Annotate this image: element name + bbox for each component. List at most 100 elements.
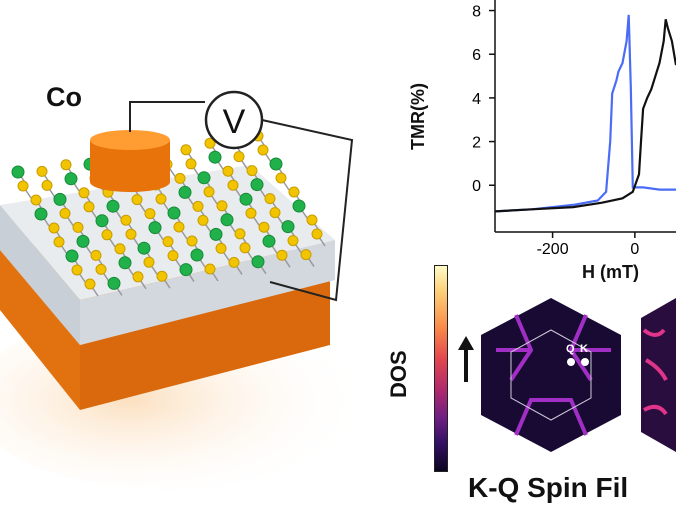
voltmeter: V — [204, 90, 264, 150]
chalcogen-atom — [287, 235, 299, 247]
chalcogen-atom — [204, 137, 216, 149]
chalcogen-atom — [41, 179, 53, 191]
tmr-ylabel: TMR(%) — [408, 83, 428, 150]
chalcogen-atom — [233, 151, 245, 163]
chalcogen-atom — [276, 249, 288, 261]
chalcogen-atom — [132, 271, 144, 283]
chalcogen-atom — [30, 194, 42, 206]
chalcogen-atom — [311, 228, 323, 240]
q-point — [567, 358, 575, 366]
chalcogen-atom — [90, 249, 102, 261]
y-tick-label: 6 — [472, 47, 481, 64]
co-electrode — [90, 130, 170, 192]
dos-colorbar — [434, 265, 448, 472]
chalcogen-atom — [84, 278, 96, 290]
bz-hexagon-left: Q K — [481, 298, 621, 452]
chalcogen-atom — [155, 193, 167, 205]
metal-atom — [34, 207, 48, 221]
chalcogen-atom — [239, 242, 251, 254]
chalcogen-atom — [162, 236, 174, 248]
chalcogen-atom — [228, 256, 240, 268]
chalcogen-atom — [53, 236, 65, 248]
metal-atom — [95, 214, 109, 228]
chalcogen-atom — [257, 144, 269, 156]
chalcogen-atom — [72, 221, 84, 233]
metal-atom — [137, 241, 151, 255]
y-tick-label: 4 — [472, 91, 481, 108]
chalcogen-atom — [156, 270, 168, 282]
y-tick-label: 8 — [472, 4, 481, 21]
circuit-wires — [129, 101, 354, 302]
chalcogen-atom — [269, 207, 281, 219]
chalcogen-atom — [197, 214, 209, 226]
chalcogen-atom — [180, 144, 192, 156]
tmr-curve-blue — [494, 14, 676, 213]
chalcogen-atom — [264, 193, 276, 205]
x-tick-label: -200 — [537, 241, 569, 258]
tmr-curve-black — [494, 19, 676, 213]
chalcogen-atom — [216, 200, 228, 212]
k-point — [581, 358, 589, 366]
chalcogen-atom — [288, 186, 300, 198]
chalcogen-atom — [125, 228, 137, 240]
metal-atom — [251, 255, 265, 269]
figure-title: K-Q Spin Fil — [468, 472, 629, 503]
chalcogen-atom — [234, 228, 246, 240]
voltmeter-symbol: V — [223, 103, 246, 141]
chalcogen-atom — [36, 165, 48, 177]
device-illustration: V — [0, 90, 370, 490]
metal-atom — [64, 172, 78, 186]
chalcogen-atom — [222, 165, 234, 177]
spin-up-arrow-icon — [458, 336, 474, 382]
chalcogen-atom — [144, 208, 156, 220]
tmr-xlabel: H (mT) — [582, 262, 639, 282]
dos-label: DOS — [386, 350, 411, 398]
q-label: Q — [566, 343, 575, 355]
chalcogen-atom — [167, 250, 179, 262]
x-tick-label: 0 — [630, 241, 639, 258]
metal-atom — [167, 206, 181, 220]
chalcogen-atom — [204, 263, 216, 275]
chalcogen-atom — [48, 222, 60, 234]
metal-atom — [148, 221, 162, 235]
chalcogen-atom — [246, 165, 258, 177]
chalcogen-atom — [114, 243, 126, 255]
chalcogen-atom — [59, 207, 71, 219]
metal-atom — [107, 276, 121, 290]
brillouin-zone-maps: Q K — [481, 298, 676, 452]
tmr-chart: 8 6 4 2 0 -200 0 — [472, 0, 676, 258]
chalcogen-atom — [203, 186, 215, 198]
chalcogen-atom — [245, 207, 257, 219]
metal-atom — [179, 263, 193, 277]
metal-atom — [118, 256, 132, 270]
chalcogen-atom — [186, 235, 198, 247]
chalcogen-atom — [275, 172, 287, 184]
chalcogen-atom — [300, 249, 312, 261]
chalcogen-atom — [131, 194, 143, 206]
metal-atom — [292, 199, 306, 213]
metal-atom — [11, 165, 25, 179]
metal-atom — [197, 171, 211, 185]
chalcogen-atom — [258, 221, 270, 233]
chalcogen-atom — [227, 179, 239, 191]
metal-atom — [208, 150, 222, 164]
metal-atom — [269, 157, 283, 171]
bz-hexagon-right — [641, 298, 676, 452]
chalcogen-atom — [95, 263, 107, 275]
metal-atom — [262, 234, 276, 248]
y-tick-label: 2 — [472, 135, 481, 152]
metal-atom — [281, 220, 295, 234]
chalcogen-atom — [101, 229, 113, 241]
metal-atom — [220, 213, 234, 227]
chalcogen-atom — [185, 158, 197, 170]
metal-atom — [53, 192, 67, 206]
metal-atom — [190, 248, 204, 262]
k-label: K — [580, 343, 588, 355]
chalcogen-atom — [78, 187, 90, 199]
metal-atom — [65, 249, 79, 263]
chalcogen-atom — [83, 201, 95, 213]
chalcogen-atom — [174, 172, 186, 184]
chalcogen-atom — [306, 214, 318, 226]
y-tick-label: 0 — [472, 178, 481, 195]
metal-atom — [250, 178, 264, 192]
